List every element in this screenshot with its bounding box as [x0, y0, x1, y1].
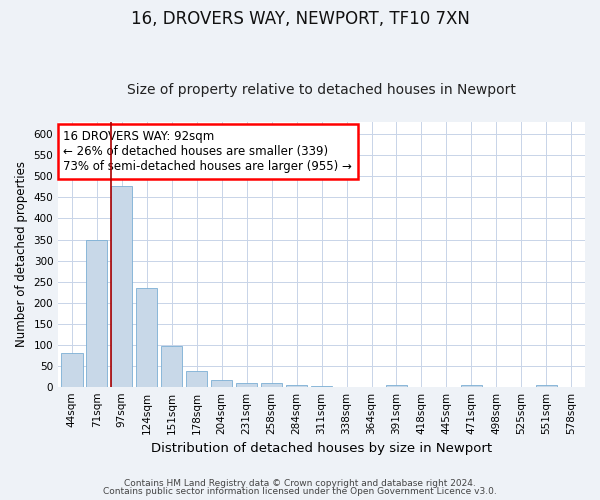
Bar: [211, 380, 232, 386]
Bar: [236, 384, 257, 386]
Bar: [261, 384, 282, 386]
Bar: [186, 371, 208, 386]
Bar: [461, 384, 482, 386]
Bar: [61, 353, 83, 386]
Text: Contains HM Land Registry data © Crown copyright and database right 2024.: Contains HM Land Registry data © Crown c…: [124, 478, 476, 488]
Bar: [111, 186, 133, 386]
Y-axis label: Number of detached properties: Number of detached properties: [15, 161, 28, 347]
Bar: [86, 240, 107, 386]
X-axis label: Distribution of detached houses by size in Newport: Distribution of detached houses by size …: [151, 442, 492, 455]
Title: Size of property relative to detached houses in Newport: Size of property relative to detached ho…: [127, 83, 516, 97]
Text: 16, DROVERS WAY, NEWPORT, TF10 7XN: 16, DROVERS WAY, NEWPORT, TF10 7XN: [131, 10, 469, 28]
Bar: [286, 384, 307, 386]
Bar: [386, 384, 407, 386]
Text: 16 DROVERS WAY: 92sqm
← 26% of detached houses are smaller (339)
73% of semi-det: 16 DROVERS WAY: 92sqm ← 26% of detached …: [64, 130, 352, 172]
Bar: [136, 288, 157, 386]
Bar: [161, 346, 182, 387]
Bar: [536, 384, 557, 386]
Text: Contains public sector information licensed under the Open Government Licence v3: Contains public sector information licen…: [103, 487, 497, 496]
